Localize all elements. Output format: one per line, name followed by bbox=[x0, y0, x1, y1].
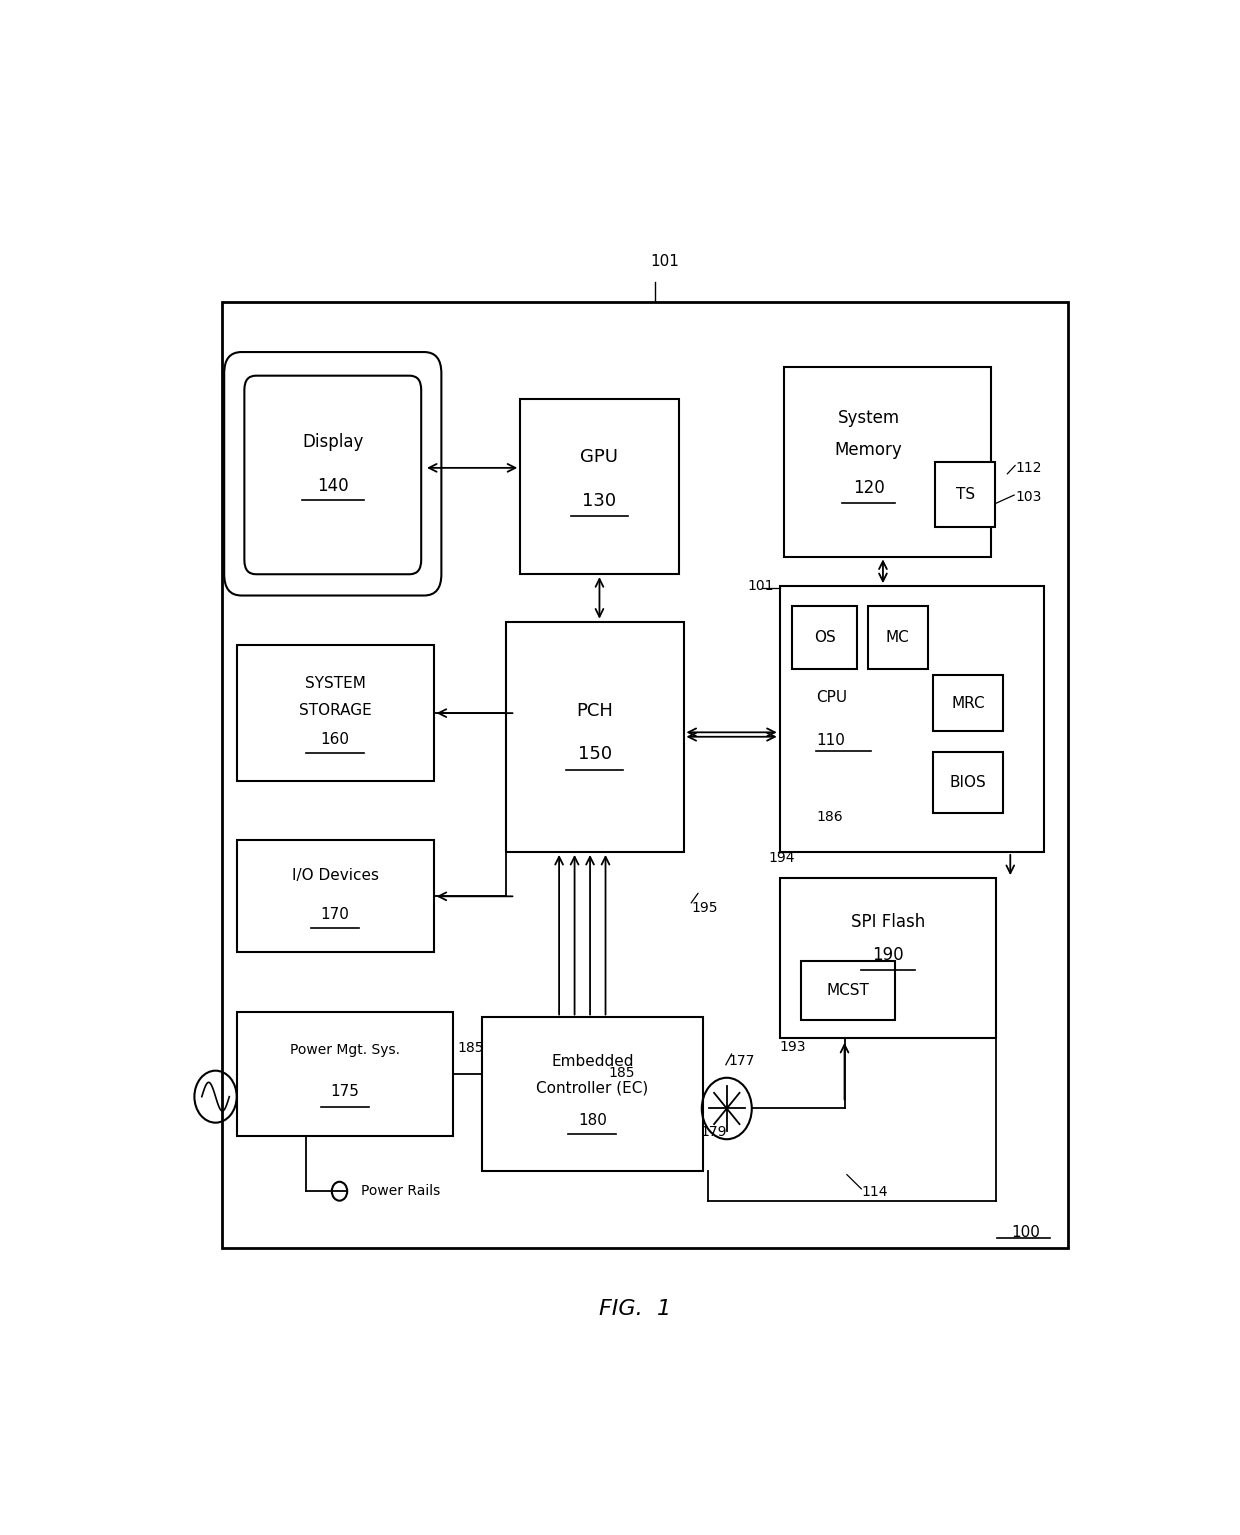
Bar bbox=[780, 878, 996, 1038]
Text: 110: 110 bbox=[816, 732, 844, 748]
FancyBboxPatch shape bbox=[244, 376, 422, 574]
Text: Power Mgt. Sys.: Power Mgt. Sys. bbox=[290, 1042, 399, 1058]
Bar bbox=[222, 302, 1068, 1248]
Text: Memory: Memory bbox=[835, 441, 903, 459]
Bar bbox=[934, 752, 1003, 814]
Text: 175: 175 bbox=[330, 1084, 360, 1099]
FancyBboxPatch shape bbox=[224, 352, 441, 596]
Bar bbox=[481, 1018, 703, 1171]
Bar bbox=[935, 462, 994, 527]
Text: 114: 114 bbox=[862, 1185, 888, 1199]
Bar bbox=[934, 675, 1003, 732]
Text: 120: 120 bbox=[853, 479, 884, 497]
Text: 112: 112 bbox=[1016, 460, 1042, 474]
Text: 185: 185 bbox=[609, 1065, 635, 1081]
Bar bbox=[801, 961, 895, 1019]
Text: STORAGE: STORAGE bbox=[299, 703, 372, 718]
Bar bbox=[506, 622, 683, 852]
Text: MRC: MRC bbox=[951, 695, 985, 711]
Text: FIG.  1: FIG. 1 bbox=[599, 1300, 672, 1320]
Text: 190: 190 bbox=[872, 947, 904, 964]
Bar bbox=[237, 645, 434, 781]
Text: BIOS: BIOS bbox=[950, 775, 986, 791]
Text: 179: 179 bbox=[701, 1125, 728, 1139]
Text: 193: 193 bbox=[780, 1041, 806, 1055]
Text: Embedded: Embedded bbox=[551, 1053, 634, 1068]
Text: MC: MC bbox=[885, 629, 910, 645]
Text: 150: 150 bbox=[578, 746, 611, 763]
Text: PCH: PCH bbox=[577, 701, 613, 720]
Text: 160: 160 bbox=[321, 732, 350, 746]
Bar bbox=[237, 840, 434, 952]
Bar bbox=[868, 606, 928, 669]
Text: 100: 100 bbox=[1012, 1225, 1040, 1240]
Text: 195: 195 bbox=[691, 901, 718, 915]
Text: 170: 170 bbox=[321, 907, 350, 921]
Text: 180: 180 bbox=[578, 1113, 606, 1128]
Text: MCST: MCST bbox=[826, 982, 869, 998]
Text: Controller (EC): Controller (EC) bbox=[536, 1081, 649, 1096]
Text: 140: 140 bbox=[317, 476, 348, 494]
Text: System: System bbox=[837, 410, 899, 427]
Text: 101: 101 bbox=[650, 253, 678, 269]
Text: CPU: CPU bbox=[816, 691, 847, 705]
Text: I/O Devices: I/O Devices bbox=[291, 867, 378, 883]
Text: SYSTEM: SYSTEM bbox=[305, 675, 366, 691]
Text: 103: 103 bbox=[1016, 490, 1042, 505]
Text: 185: 185 bbox=[458, 1041, 484, 1055]
Text: 194: 194 bbox=[768, 850, 795, 864]
Text: Display: Display bbox=[303, 433, 363, 451]
Text: 130: 130 bbox=[583, 491, 616, 510]
Text: 177: 177 bbox=[729, 1055, 755, 1068]
Bar bbox=[785, 367, 991, 557]
Text: 101: 101 bbox=[748, 579, 775, 593]
Text: OS: OS bbox=[813, 629, 836, 645]
Bar bbox=[792, 606, 858, 669]
Text: 186: 186 bbox=[816, 810, 843, 824]
Text: Power Rails: Power Rails bbox=[361, 1183, 440, 1199]
Bar bbox=[780, 586, 1044, 852]
Bar bbox=[521, 399, 678, 574]
Text: TS: TS bbox=[956, 487, 975, 502]
Text: SPI Flash: SPI Flash bbox=[851, 913, 925, 932]
Bar bbox=[237, 1012, 453, 1136]
Text: GPU: GPU bbox=[580, 448, 619, 467]
